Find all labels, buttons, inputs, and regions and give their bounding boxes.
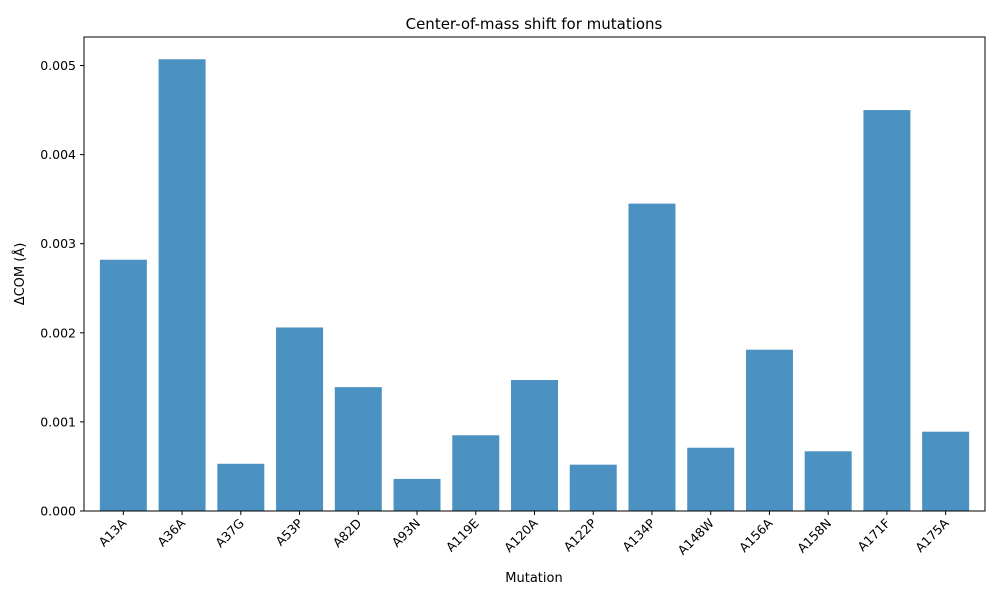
- y-tick-label: 0.004: [40, 147, 76, 162]
- bar-A158N: [804, 451, 852, 511]
- y-tick-label: 0.000: [40, 504, 76, 519]
- x-axis-label: Mutation: [505, 571, 562, 586]
- chart-title: Center-of-mass shift for mutations: [406, 15, 663, 33]
- bar-A82D: [334, 387, 382, 511]
- bar-A120A: [511, 380, 558, 511]
- y-tick-label: 0.005: [40, 58, 76, 73]
- y-tick-label: 0.002: [40, 325, 76, 340]
- bar-A175A: [922, 431, 970, 511]
- bar-A119E: [452, 435, 500, 511]
- y-axis-label: ΔCOM (Å): [12, 243, 28, 306]
- bar-A171F: [863, 110, 911, 511]
- bar-A156A: [745, 349, 793, 511]
- y-tick-label: 0.001: [40, 414, 76, 429]
- bar-A37G: [217, 463, 265, 511]
- bar-A148W: [687, 447, 735, 511]
- bar-A36A: [158, 59, 206, 512]
- y-axis: 0.000 0.001 0.002 0.003 0.004 0.005: [40, 58, 84, 519]
- y-tick-label: 0.003: [40, 236, 76, 251]
- bar-A122P: [569, 464, 617, 511]
- bar-A134P: [628, 203, 676, 512]
- bar-A13A: [99, 259, 147, 511]
- bar-A93N: [393, 478, 441, 511]
- bar-A53P: [276, 327, 324, 511]
- bars-group: [99, 59, 970, 512]
